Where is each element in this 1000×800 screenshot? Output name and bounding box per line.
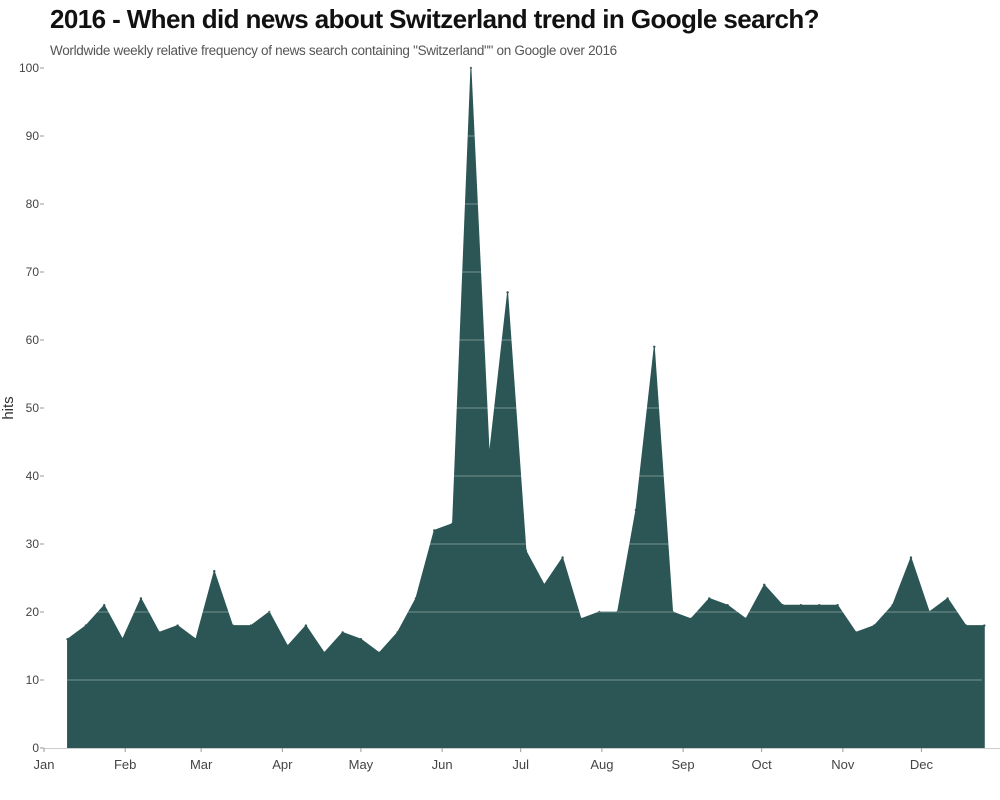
data-point — [964, 624, 968, 627]
x-ticks: Jan Feb Mar Apr May Jun Jul Aug Sep Oct Nov Dec — [34, 748, 934, 772]
data-point — [873, 624, 876, 627]
data-point — [139, 597, 143, 600]
data-point — [543, 583, 546, 586]
x-tick-label: Apr — [272, 757, 293, 772]
data-point — [946, 597, 949, 600]
gridlines — [44, 67, 982, 681]
data-point — [708, 597, 711, 600]
data-point — [103, 604, 106, 607]
data-point — [799, 604, 803, 607]
y-tick-label: 100 — [19, 61, 39, 75]
data-point — [689, 617, 693, 620]
chart-title: 2016 - When did news about Switzerland t… — [50, 4, 820, 34]
area-layer — [66, 66, 986, 749]
data-point — [286, 644, 289, 648]
data-point — [744, 617, 748, 620]
y-tick-label: 70 — [26, 265, 40, 279]
data-point — [249, 624, 253, 627]
data-point — [928, 610, 931, 614]
data-point — [579, 617, 583, 620]
y-tick-label: 90 — [26, 129, 40, 143]
y-tick-label: 10 — [26, 673, 40, 687]
x-tick-label: Dec — [910, 757, 934, 772]
y-tick-label: 60 — [26, 333, 40, 347]
y-tick-label: 20 — [26, 605, 40, 619]
data-point — [304, 624, 308, 627]
data-point — [488, 454, 491, 457]
data-point — [268, 610, 271, 614]
y-ticks: 0 10 20 30 40 50 60 70 80 90 100 — [19, 61, 44, 755]
data-point — [158, 631, 161, 634]
data-point — [561, 556, 564, 559]
data-point — [818, 604, 821, 607]
y-tick-label: 80 — [26, 197, 40, 211]
data-point — [598, 610, 601, 614]
data-point — [84, 624, 88, 627]
x-tick-label: Feb — [114, 757, 136, 772]
data-point — [213, 570, 216, 573]
data-point — [653, 345, 656, 348]
data-point — [121, 638, 124, 641]
data-point — [891, 604, 894, 607]
data-point — [359, 638, 363, 641]
x-tick-label: May — [349, 757, 374, 772]
y-tick-label: 40 — [26, 469, 40, 483]
data-point — [378, 651, 381, 654]
x-tick-label: Aug — [590, 757, 613, 772]
data-point — [983, 624, 986, 627]
data-point — [909, 556, 913, 559]
x-tick-label: Sep — [672, 757, 695, 772]
x-tick-label: Oct — [752, 757, 773, 772]
data-point — [341, 631, 344, 634]
data-point — [194, 638, 198, 641]
x-tick-label: Jun — [432, 757, 453, 772]
data-point — [763, 583, 766, 586]
data-point — [524, 549, 528, 552]
chart-subtitle: Worldwide weekly relative frequency of n… — [50, 43, 617, 58]
data-point — [176, 624, 179, 627]
y-tick-label: 30 — [26, 537, 40, 551]
data-point — [433, 529, 436, 532]
data-point — [781, 604, 784, 607]
y-tick-label: 50 — [26, 401, 40, 415]
data-point — [634, 508, 638, 512]
y-tick-label: 0 — [32, 741, 39, 755]
x-tick-label: Jul — [512, 757, 529, 772]
data-point — [66, 638, 69, 641]
data-point — [836, 604, 839, 607]
data-point — [469, 66, 473, 70]
data-point — [323, 651, 326, 654]
data-point — [506, 291, 509, 294]
data-point — [726, 604, 729, 607]
x-tick-label: Mar — [190, 757, 213, 772]
data-point — [396, 631, 399, 634]
data-point — [616, 610, 619, 614]
data-point — [451, 522, 454, 525]
data-point — [414, 597, 418, 600]
data-point — [671, 610, 674, 614]
y-axis-label: hits — [0, 396, 17, 419]
x-tick-label: Nov — [831, 757, 855, 772]
x-tick-label: Jan — [34, 757, 55, 772]
data-point — [854, 631, 858, 634]
area-series — [67, 67, 985, 749]
data-point — [231, 624, 234, 627]
